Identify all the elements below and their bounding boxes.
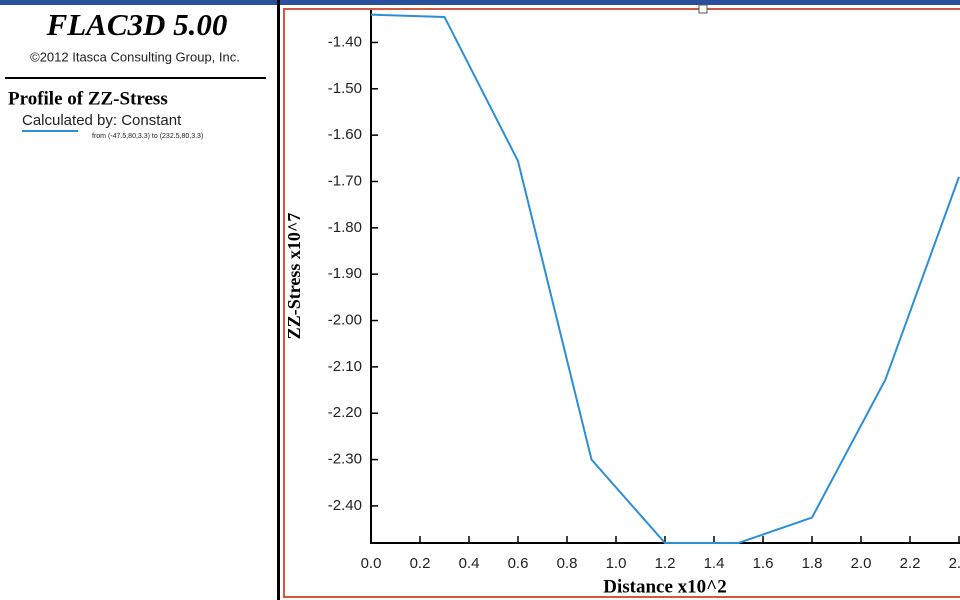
y-tick-label: -1.60 — [328, 126, 362, 143]
x-tick-label: 2.0 — [851, 555, 872, 572]
app-title: FLAC3D 5.00 — [46, 7, 228, 42]
x-tick-label: 1.4 — [704, 555, 725, 572]
plot-frame — [283, 8, 960, 598]
y-tick-label: -2.10 — [328, 358, 362, 375]
x-tick-label: 0.0 — [361, 555, 382, 572]
y-tick-label: -2.20 — [328, 404, 362, 421]
x-tick-label: 0.8 — [557, 555, 578, 572]
y-tick-label: -2.40 — [328, 497, 362, 514]
x-tick-label: 0.6 — [508, 555, 529, 572]
y-tick-label: -1.70 — [328, 172, 362, 189]
legend-caption: Calculated by: Constant — [22, 112, 182, 129]
copyright: ©2012 Itasca Consulting Group, Inc. — [30, 49, 240, 64]
x-tick-label: 1.8 — [802, 555, 823, 572]
y-axis-label: ZZ-Stress x10^7 — [284, 213, 304, 340]
panel-divider — [277, 0, 280, 600]
x-axis-label: Distance x10^2 — [603, 576, 726, 597]
x-tick-label: 2.4 — [949, 555, 960, 572]
x-tick-label: 0.2 — [410, 555, 431, 572]
legend-range: from (-47.5,80,3.3) to (232.5,80,3.3) — [92, 133, 203, 140]
title-strip — [0, 0, 960, 5]
x-tick-label: 0.4 — [459, 555, 480, 572]
y-tick-label: -2.00 — [328, 311, 362, 328]
y-tick-label: -1.40 — [328, 33, 362, 50]
x-tick-label: 1.0 — [606, 555, 627, 572]
x-tick-label: 1.6 — [753, 555, 774, 572]
y-tick-label: -1.80 — [328, 219, 362, 236]
y-tick-label: -1.90 — [328, 265, 362, 282]
plot-title: Profile of ZZ-Stress — [8, 88, 168, 109]
series-line — [371, 13, 960, 544]
x-tick-label: 1.2 — [655, 555, 676, 572]
y-tick-label: -1.50 — [328, 80, 362, 97]
frame-handle — [698, 4, 708, 14]
y-tick-label: -2.30 — [328, 451, 362, 468]
x-tick-label: 2.2 — [900, 555, 921, 572]
